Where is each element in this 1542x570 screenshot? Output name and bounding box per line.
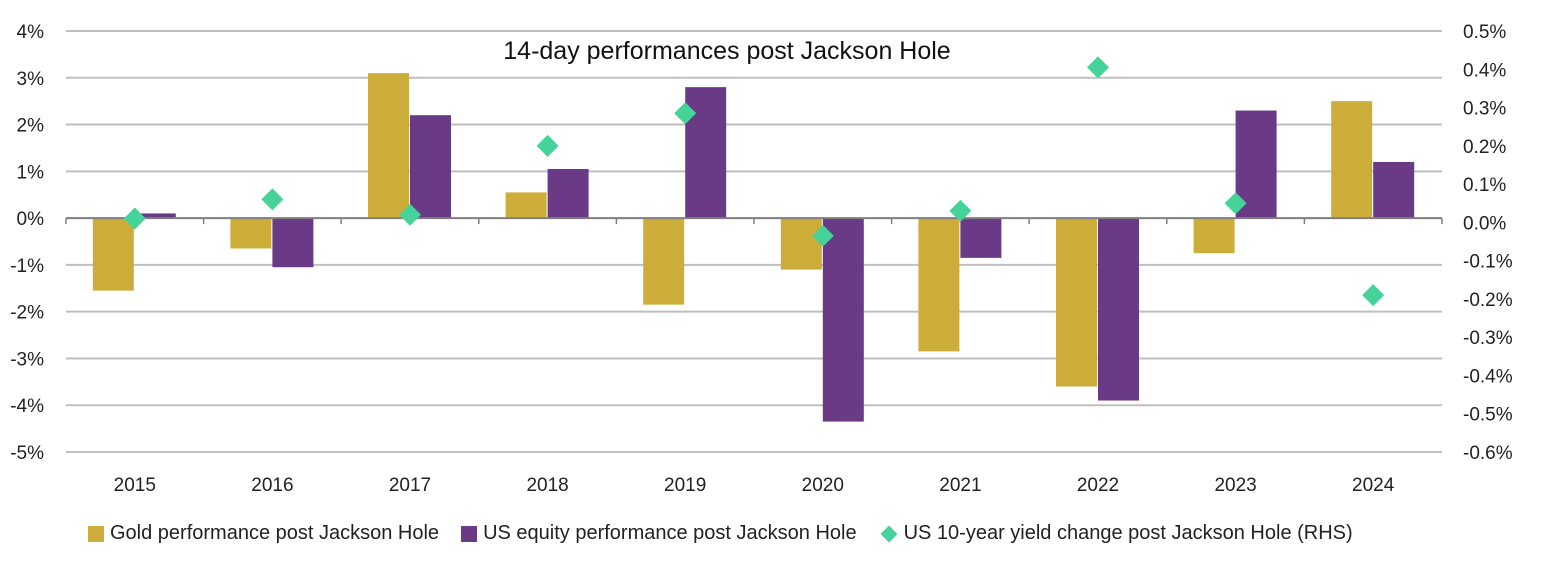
point-yield: [536, 134, 559, 157]
legend-label-equity: US equity performance post Jackson Hole: [483, 522, 857, 544]
x-tick-label: 2018: [526, 475, 568, 496]
bar-equity: [272, 218, 314, 268]
x-tick-label: 2022: [1077, 475, 1119, 496]
bar-gold: [1056, 218, 1097, 387]
point-yield: [949, 199, 972, 222]
y-right-tick-label: -0.5%: [1463, 405, 1513, 426]
bar-equity: [822, 218, 864, 422]
point-yield: [811, 224, 834, 247]
bar-gold: [92, 218, 134, 291]
yield-points: [123, 56, 1385, 307]
legend-item-equity: US equity performance post Jackson Hole: [461, 522, 857, 545]
y-left-tick-label: 1%: [17, 162, 45, 183]
bar-gold: [780, 218, 822, 270]
bar-gold: [368, 73, 409, 219]
y-right-tick-label: -0.3%: [1463, 328, 1513, 349]
tick-labels: 4% 3% 2% 1% 0% -1% -2% -3% -4% -5% 0.5% 0.4% 0.3% 0.2…: [10, 22, 1513, 496]
x-tick-label: 2017: [389, 475, 431, 496]
bar-gold: [643, 218, 685, 305]
point-yield: [1224, 192, 1247, 215]
point-yield: [261, 188, 284, 211]
legend-swatch-gold: [88, 525, 104, 542]
x-tick-label: 2016: [251, 475, 293, 496]
x-tick-label: 2020: [802, 475, 844, 496]
legend-marker-yield: [880, 525, 898, 542]
point-yield: [123, 207, 146, 230]
x-tick-label: 2023: [1214, 475, 1256, 496]
point-yield: [1087, 56, 1109, 79]
y-left-tick-label: 3%: [17, 69, 45, 90]
x-tick-label: 2024: [1352, 475, 1395, 496]
y-right-tick-label: 0.1%: [1463, 175, 1506, 196]
chart-title: 14-day performances post Jackson Hole: [503, 37, 950, 65]
y-left-tick-label: 4%: [17, 22, 45, 43]
x-tick-label: 2021: [939, 475, 981, 496]
bars: [92, 73, 1415, 422]
legend-item-yield: US 10-year yield change post Jackson Hol…: [879, 522, 1353, 545]
bar-equity: [685, 87, 727, 219]
y-left-tick-label: -2%: [10, 303, 44, 324]
point-yield: [674, 102, 697, 125]
y-right-tick-label: -0.4%: [1463, 366, 1513, 387]
bar-gold: [1331, 101, 1373, 219]
legend-item-gold: Gold performance post Jackson Hole: [88, 522, 439, 545]
y-left-tick-label: -1%: [10, 256, 44, 277]
y-right-tick-label: 0.3%: [1463, 99, 1506, 120]
bar-gold: [1193, 218, 1235, 254]
point-yield: [399, 203, 421, 226]
y-right-tick-label: 0.5%: [1463, 22, 1506, 43]
y-left-tick-label: -3%: [10, 349, 44, 370]
y-right-tick-label: -0.2%: [1463, 290, 1513, 311]
point-yield: [1362, 284, 1385, 307]
y-right-tick-label: -0.6%: [1463, 443, 1513, 464]
y-left-tick-label: 2%: [17, 116, 45, 137]
bar-equity: [960, 218, 1002, 258]
y-left-tick-label: -5%: [10, 443, 44, 464]
y-left-tick-label: -4%: [10, 396, 44, 417]
x-axis: [65, 217, 1443, 225]
legend-label-yield: US 10-year yield change post Jackson Hol…: [903, 522, 1353, 544]
bar-gold: [230, 218, 272, 249]
y-right-tick-label: -0.1%: [1463, 252, 1513, 273]
legend-label-gold: Gold performance post Jackson Hole: [110, 522, 440, 544]
x-tick-label: 2015: [114, 475, 156, 496]
x-tick-label: 2019: [664, 475, 706, 496]
bar-equity: [134, 213, 176, 219]
legend-swatch-equity: [461, 525, 478, 542]
bar-equity: [547, 168, 589, 219]
y-right-tick-label: 0.0%: [1463, 213, 1506, 234]
y-right-tick-label: 0.4%: [1463, 60, 1506, 81]
bar-gold: [505, 192, 547, 219]
bar-gold: [918, 218, 960, 352]
bar-equity: [1098, 218, 1139, 401]
bar-equity: [410, 115, 451, 219]
y-left-tick-label: 0%: [17, 209, 45, 230]
y-right-tick-label: 0.2%: [1463, 137, 1506, 158]
legend: Gold performance post Jackson Hole US eq…: [88, 522, 1375, 545]
bar-equity: [1373, 161, 1415, 219]
